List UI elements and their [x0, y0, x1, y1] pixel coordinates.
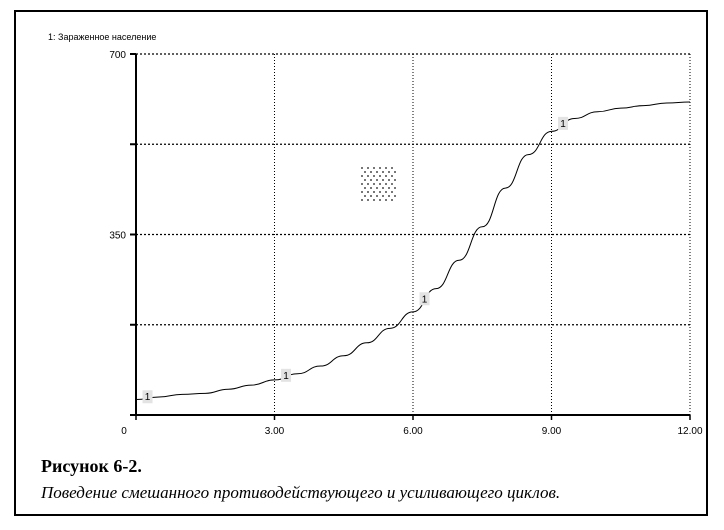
- series-marker: 1: [142, 390, 153, 404]
- legend-stamp-dot: [361, 191, 363, 193]
- figure-frame: [14, 10, 708, 516]
- legend-stamp-dot: [367, 167, 369, 169]
- series-line: [135, 101, 691, 401]
- legend-stamp-dot: [379, 175, 381, 177]
- legend-stamp-dot: [373, 175, 375, 177]
- x-tick-label: 6.00: [403, 426, 423, 437]
- legend-stamp-dot: [382, 179, 384, 181]
- legend-stamp-dot: [388, 187, 390, 189]
- x-tick-label: 3.00: [265, 426, 285, 437]
- legend-stamp-dot: [391, 175, 393, 177]
- series-marker: 1: [281, 368, 292, 382]
- series-marker-box: [142, 390, 153, 404]
- legend-stamp-dot: [394, 187, 396, 189]
- figure-caption-title: Рисунок 6-2.: [41, 456, 142, 476]
- legend-stamp-dot: [367, 175, 369, 177]
- y-tick-label: 700: [109, 50, 126, 61]
- legend-stamp-dot: [379, 167, 381, 169]
- legend-stamp-dot: [391, 199, 393, 201]
- x-tick-label: 9.00: [542, 426, 562, 437]
- legend-stamp-dot: [364, 195, 366, 197]
- legend-stamp-dot: [373, 199, 375, 201]
- series-marker-label: 1: [283, 371, 289, 382]
- series-marker-label: 1: [145, 392, 151, 403]
- legend-stamp-dot: [385, 175, 387, 177]
- legend-stamp-dot: [388, 179, 390, 181]
- legend-stamp-dot: [364, 171, 366, 173]
- legend-stamp-dot: [394, 179, 396, 181]
- legend-stamp-dot: [373, 191, 375, 193]
- legend-stamp-dot: [385, 183, 387, 185]
- legend-stamp-dot: [376, 195, 378, 197]
- legend-stamp-dot: [391, 167, 393, 169]
- series-marker-box: [419, 292, 430, 306]
- legend-stamp-dot: [388, 195, 390, 197]
- legend-stamp-dot: [370, 171, 372, 173]
- legend-stamp-dot: [367, 199, 369, 201]
- legend-stamp-dot: [367, 183, 369, 185]
- legend-stamp-dot: [376, 179, 378, 181]
- y-tick-label: 350: [109, 231, 126, 242]
- legend-stamp-dot: [364, 179, 366, 181]
- series-marker-box: [558, 116, 569, 130]
- series-marker-label: 1: [560, 119, 566, 130]
- legend-stamp-dot: [391, 191, 393, 193]
- legend-stamp-dot: [370, 187, 372, 189]
- legend-stamp-dot: [361, 199, 363, 201]
- figure-caption-text: Поведение смешанного противодействующего…: [41, 483, 561, 502]
- legend-stamp-dot: [382, 187, 384, 189]
- series-marker-box: [281, 368, 292, 382]
- legend-stamp-dot: [394, 195, 396, 197]
- legend-stamp-dot: [394, 171, 396, 173]
- grid: [136, 53, 691, 415]
- axes: [130, 53, 691, 420]
- series-markers: 1 1 1 1: [142, 116, 569, 404]
- legend-stamp-dot: [370, 179, 372, 181]
- legend-stamp-dot: [361, 167, 363, 169]
- legend-stamp-dot: [361, 183, 363, 185]
- x-tick-label: 0: [121, 426, 127, 437]
- legend-stamp-dot: [361, 175, 363, 177]
- legend-stamp-dot: [367, 191, 369, 193]
- legend-stamp-dot: [388, 171, 390, 173]
- legend-stamp-dot: [382, 195, 384, 197]
- x-tick-label: 12.00: [677, 426, 702, 437]
- legend-stamp-dot: [385, 191, 387, 193]
- legend-stamp-dot: [385, 199, 387, 201]
- legend-stamp-dot: [379, 191, 381, 193]
- legend-stamp-dot: [379, 199, 381, 201]
- legend-stamp-dot: [373, 167, 375, 169]
- legend-stamp-dot: [373, 183, 375, 185]
- series-marker-label: 1: [422, 294, 428, 305]
- y-tick-labels: 700 350: [109, 50, 126, 242]
- x-tick-labels: 0 3.00 6.00 9.00 12.00: [121, 426, 703, 437]
- series-marker: 1: [419, 292, 430, 306]
- series-marker: 1: [558, 116, 569, 130]
- legend-stamp-dot: [382, 171, 384, 173]
- legend-stamp-dot: [370, 195, 372, 197]
- legend-stamp-dot: [391, 183, 393, 185]
- legend-stamp: [361, 167, 396, 201]
- legend-stamp-dot: [376, 187, 378, 189]
- legend-stamp-dot: [376, 171, 378, 173]
- legend-stamp-dot: [364, 187, 366, 189]
- legend-stamp-dot: [379, 183, 381, 185]
- legend-stamp-dot: [385, 167, 387, 169]
- series-label: 1: Зараженное население: [48, 32, 156, 42]
